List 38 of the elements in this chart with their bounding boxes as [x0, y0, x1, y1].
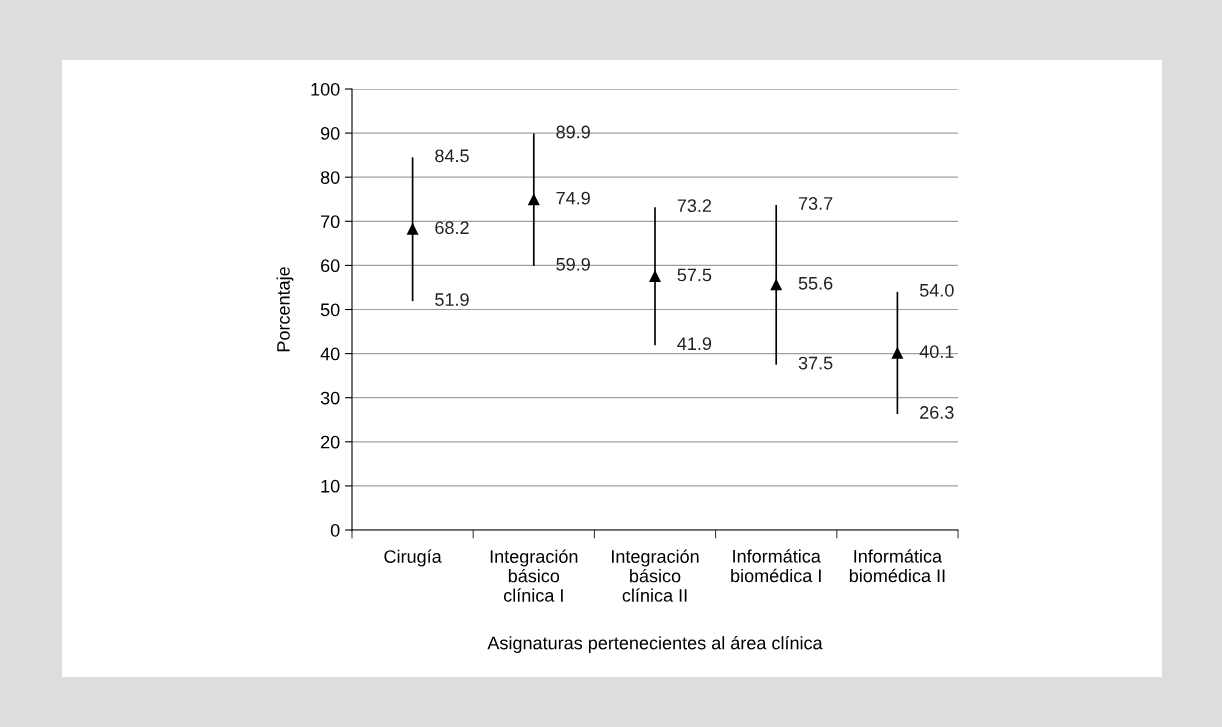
data-label: 40.1	[919, 345, 954, 359]
point	[891, 347, 903, 359]
annotation: 73.7	[798, 197, 833, 210]
y-tick-label: 90	[320, 127, 340, 140]
x-tick-label: Cirugía	[384, 549, 442, 567]
point	[649, 270, 661, 282]
y-tick-label: 70	[321, 215, 340, 229]
annotation: 26.3	[920, 406, 954, 419]
data-label: 57.5	[677, 268, 712, 282]
data-label: 74.9	[556, 191, 590, 205]
y-tick-label: 80	[320, 171, 340, 184]
point	[407, 223, 419, 235]
y-tick-label: 50	[320, 303, 340, 317]
y-tick-label: 60	[321, 259, 340, 273]
point	[770, 279, 782, 291]
annotation: 73.2	[677, 199, 712, 213]
annotation: 84.5	[435, 149, 469, 163]
data-label: 68.2	[435, 221, 469, 235]
x-tick-label: Integración básico clínica I	[490, 549, 578, 602]
y-tick-label: 40	[320, 347, 340, 361]
x-axis-title: Asignaturas pertenecientes al área clínica	[487, 635, 823, 653]
y-tick-label: 10	[321, 479, 340, 493]
annotation: 51.9	[435, 293, 469, 306]
y-axis-title: Porcentaje	[276, 267, 294, 352]
annotation: 54.0	[919, 283, 954, 297]
annotation: 89.9	[556, 125, 590, 139]
y-tick-label: 20	[321, 435, 340, 449]
annotation: 41.9	[677, 337, 712, 351]
y-tick-label: 0	[330, 523, 340, 537]
point	[528, 194, 540, 206]
annotation: 59.9	[556, 257, 590, 271]
annotation: 37.5	[798, 356, 833, 370]
x-tick-label: Informática biomédica I	[731, 549, 821, 583]
data-label: 55.6	[798, 276, 833, 290]
y-tick-label: 30	[320, 391, 340, 405]
x-tick-label: Integración básico clínica II	[612, 549, 699, 602]
y-tick-label: 100	[311, 82, 340, 96]
x-tick-label: Informática biomédica II	[849, 549, 945, 583]
